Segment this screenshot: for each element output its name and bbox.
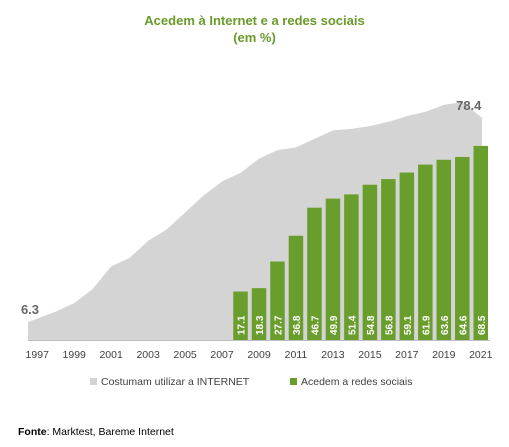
social-media-bar xyxy=(455,156,470,340)
social-media-bar xyxy=(233,291,248,340)
bar-data-label: 54.8 xyxy=(366,315,377,335)
bar-data-label: 27.7 xyxy=(273,315,284,335)
bar-data-label: 64.6 xyxy=(458,315,469,335)
social-media-bar xyxy=(307,207,322,340)
social-media-bar xyxy=(418,164,433,340)
x-tick-label: 2021 xyxy=(469,349,493,361)
social-media-bar xyxy=(436,159,452,340)
source-note: Fonte: Marktest, Bareme Internet xyxy=(18,426,174,438)
source-text: : Marktest, Bareme Internet xyxy=(46,426,174,438)
source-label: Fonte xyxy=(18,426,47,438)
area-data-label: 78.4 xyxy=(456,98,482,113)
area-data-label: 6.3 xyxy=(21,302,39,317)
social-media-bar xyxy=(473,145,489,340)
bar-data-label: 59.1 xyxy=(403,315,414,335)
x-tick-label: 1999 xyxy=(63,349,87,361)
x-tick-label: 2019 xyxy=(432,349,456,361)
bar-data-label: 18.3 xyxy=(255,315,266,335)
legend-label-social: Acedem a redes sociais xyxy=(301,376,412,388)
social-media-bar xyxy=(399,172,415,340)
bar-data-label: 49.9 xyxy=(329,315,340,335)
x-tick-label: 2005 xyxy=(173,349,197,361)
bar-data-label: 56.8 xyxy=(384,315,395,335)
social-media-bar xyxy=(325,198,341,340)
bar-data-label: 63.6 xyxy=(440,315,451,335)
x-tick-label: 2017 xyxy=(395,349,419,361)
chart-title: Acedem à Internet e a redes sociais xyxy=(144,13,365,28)
social-media-bar xyxy=(251,288,267,340)
x-tick-label: 2009 xyxy=(247,349,271,361)
social-media-bar xyxy=(288,235,304,340)
bar-data-label: 36.8 xyxy=(292,315,303,335)
x-tick-label: 2011 xyxy=(285,349,308,361)
social-media-bar xyxy=(344,194,359,340)
x-tick-label: 2013 xyxy=(321,349,345,361)
social-media-bar xyxy=(381,179,396,340)
legend-swatch-social xyxy=(290,378,297,385)
bar-data-label: 61.9 xyxy=(421,315,432,335)
x-tick-label: 2003 xyxy=(136,349,160,361)
bar-data-label: 17.1 xyxy=(237,315,248,335)
legend-label-internet: Costumam utilizar a INTERNET xyxy=(101,376,250,388)
x-tick-label: 2001 xyxy=(99,349,123,361)
bar-data-label: 68.5 xyxy=(477,315,488,335)
legend-swatch-internet xyxy=(90,378,97,385)
social-media-bar xyxy=(362,184,378,340)
x-tick-label: 1997 xyxy=(26,349,50,361)
bar-data-label: 46.7 xyxy=(310,315,321,335)
x-tick-label: 2015 xyxy=(358,349,382,361)
bar-data-label: 51.4 xyxy=(347,315,358,335)
chart-subtitle: (em %) xyxy=(233,30,276,45)
x-tick-label: 2007 xyxy=(210,349,234,361)
social-media-bar xyxy=(270,261,285,340)
